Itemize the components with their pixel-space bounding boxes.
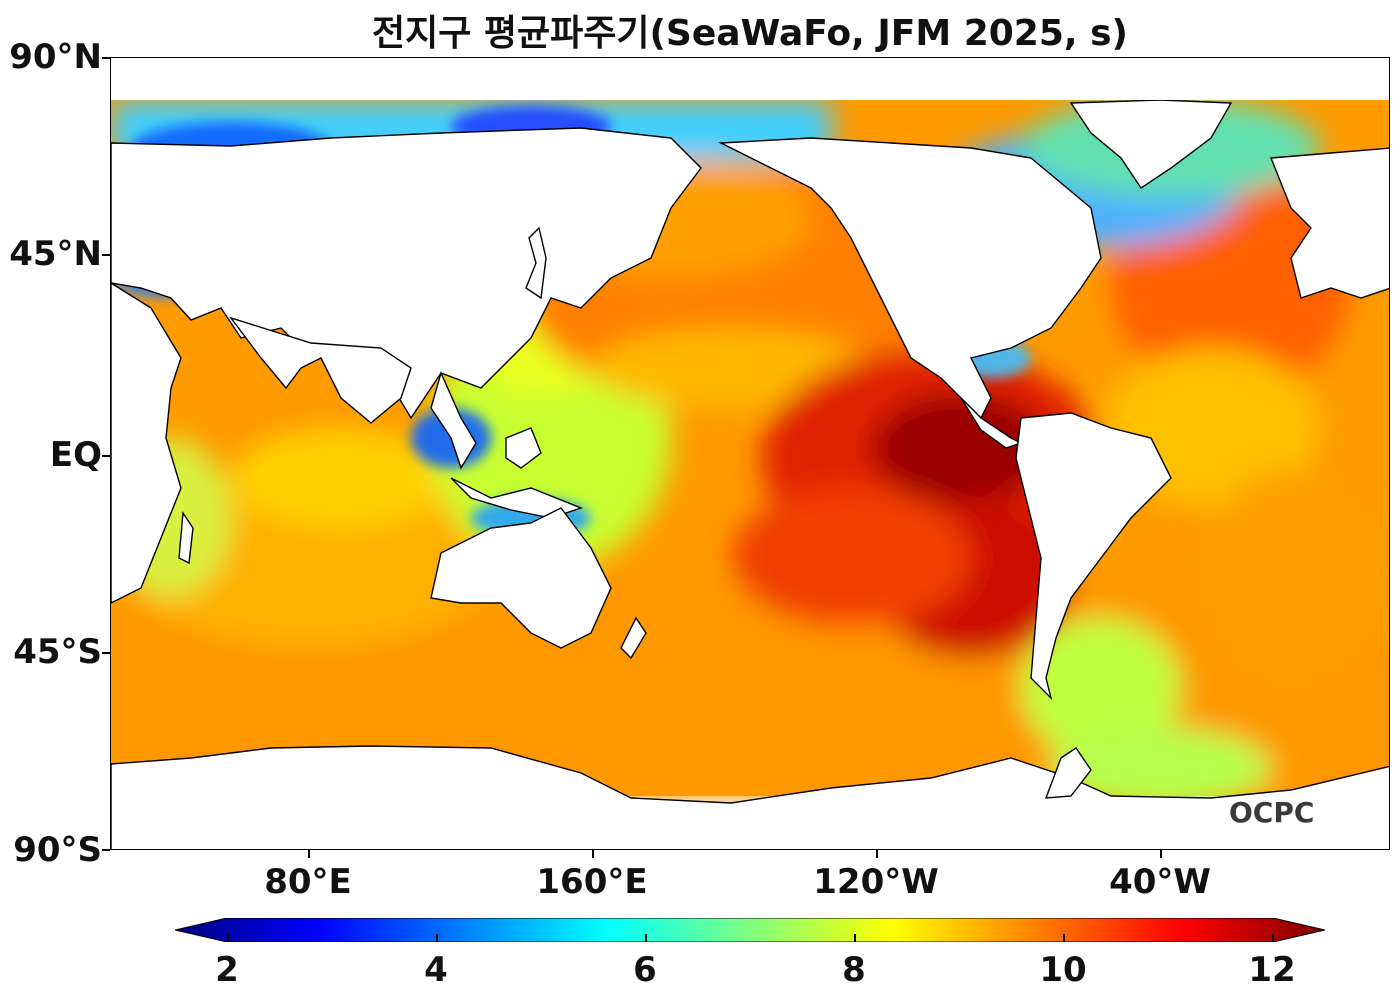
colorbar-label-8: 8 — [842, 950, 866, 990]
landmass-madagascar — [178, 510, 194, 565]
landmass-antarctic-peninsula — [1044, 747, 1092, 799]
lon-tick — [592, 850, 594, 858]
ocpc-logo: OCPC — [1229, 796, 1315, 829]
colorbar-tick — [854, 934, 856, 942]
colorbar — [175, 918, 1325, 942]
landmasses — [111, 99, 1389, 849]
landmass-se-asia — [430, 370, 477, 470]
lon-label-160e: 160°E — [536, 862, 648, 902]
chart-title: 전지구 평균파주기(SeaWaFo, JFM 2025, s) — [371, 13, 1128, 54]
lon-tick — [876, 850, 878, 858]
landmass-greenland — [1069, 99, 1233, 189]
lat-label-90s: 90°S — [13, 830, 102, 870]
lon-label-120w: 120°W — [813, 862, 939, 902]
landmass-europe — [1269, 147, 1389, 299]
lat-tick — [102, 57, 110, 59]
lat-label-45s: 45°S — [13, 632, 102, 672]
landmass-south-america — [1015, 412, 1172, 701]
lat-tick — [102, 254, 110, 256]
colorbar-label-12: 12 — [1248, 950, 1296, 990]
landmass-india — [229, 316, 412, 424]
lat-label-45n: 45°N — [9, 234, 102, 274]
landmass-africa — [111, 282, 182, 604]
landmass-north-america — [718, 137, 1102, 420]
landmass-antarctica — [111, 745, 1389, 849]
colorbar-tick — [645, 934, 647, 942]
landmass-borneo — [505, 427, 542, 469]
lat-label-90n: 90°N — [9, 37, 102, 77]
colorbar-label-6: 6 — [633, 950, 657, 990]
lat-tick — [102, 652, 110, 654]
lon-label-40w: 40°W — [1109, 862, 1211, 902]
colorbar-label-10: 10 — [1039, 950, 1087, 990]
landmass-new-zealand — [620, 616, 647, 660]
lat-label-eq: EQ — [49, 435, 102, 475]
colorbar-tick — [227, 934, 229, 942]
lat-tick — [102, 849, 110, 851]
wave-period-map: OCPC — [110, 57, 1390, 850]
lon-tick — [1160, 850, 1162, 858]
landmass-australia — [430, 507, 612, 649]
landmass-indonesia — [450, 477, 584, 519]
colorbar-label-4: 4 — [424, 950, 448, 990]
colorbar-tick — [1063, 934, 1065, 942]
lon-label-80e: 80°E — [264, 862, 352, 902]
landmass-eurasia — [111, 127, 702, 420]
colorbar-tick — [436, 934, 438, 942]
lon-tick — [308, 850, 310, 858]
colorbar-tick — [1272, 934, 1274, 942]
no-data-north — [111, 58, 1389, 100]
colorbar-label-2: 2 — [215, 950, 239, 990]
map-canvas — [111, 58, 1389, 849]
landmass-japan — [525, 226, 547, 300]
lat-tick — [102, 455, 110, 457]
